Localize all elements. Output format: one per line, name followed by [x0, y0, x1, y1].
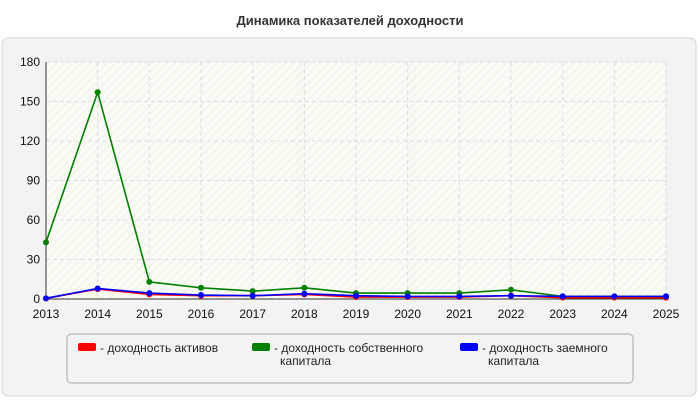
- data-point: [301, 284, 308, 291]
- x-tick-label: 2020: [394, 307, 421, 321]
- series-2: [43, 285, 669, 302]
- legend-swatch-1: [252, 343, 270, 351]
- x-tick-label: 2017: [239, 307, 266, 321]
- x-tick-label: 2022: [498, 307, 525, 321]
- data-point: [94, 89, 101, 96]
- legend-label-2: - доходность заемного капитала: [482, 341, 608, 368]
- data-point: [43, 239, 49, 246]
- legend-box: [66, 333, 634, 384]
- data-point: [198, 292, 204, 299]
- x-tick-label: 2015: [136, 307, 163, 321]
- data-point: [663, 293, 669, 300]
- data-point: [43, 295, 49, 302]
- y-tick-label: 180: [20, 55, 40, 69]
- data-point: [353, 292, 359, 299]
- x-tick-label: 2014: [84, 307, 111, 321]
- legend-label-0: - доходность активов: [100, 341, 218, 355]
- x-tick-label: 2024: [601, 307, 628, 321]
- data-point: [198, 284, 204, 291]
- data-point: [404, 293, 411, 300]
- x-tick-label: 2018: [291, 307, 318, 321]
- y-tick-label: 90: [27, 174, 41, 188]
- tick-labels: 0 30 60 90 120 150 180 2013 2014 2015 2016 2017 2018…: [20, 55, 680, 321]
- x-tick-label: 2025: [653, 307, 680, 321]
- x-tick-label: 2019: [343, 307, 370, 321]
- legend-swatch-0: [78, 343, 96, 351]
- data-point: [456, 293, 463, 300]
- data-point: [508, 292, 514, 299]
- data-point: [146, 278, 153, 285]
- y-tick-label: 60: [27, 213, 41, 227]
- legend-label-1: - доходность собственного капитала: [274, 341, 424, 368]
- x-tick-label: 2013: [33, 307, 60, 321]
- legend: - доходность активов - доходность собстве…: [66, 333, 634, 384]
- y-tick-label: 120: [20, 134, 40, 148]
- data-point: [249, 288, 256, 295]
- series-group: [43, 89, 669, 302]
- data-point: [559, 293, 566, 300]
- data-point: [249, 292, 256, 299]
- data-point: [146, 290, 153, 297]
- x-tick-label: 2021: [446, 307, 473, 321]
- grid-lines: [46, 61, 667, 299]
- x-tick-label: 2023: [549, 307, 576, 321]
- x-tick-label: 2016: [188, 307, 215, 321]
- y-tick-label: 150: [20, 95, 40, 109]
- data-point: [301, 290, 308, 297]
- data-point: [94, 285, 101, 292]
- y-tick-label: 0: [33, 292, 40, 306]
- y-tick-label: 30: [27, 253, 41, 267]
- data-point: [508, 286, 514, 293]
- data-point: [611, 293, 618, 300]
- chart-title: Динамика показателей доходности: [236, 13, 463, 28]
- legend-swatch-2: [460, 343, 478, 351]
